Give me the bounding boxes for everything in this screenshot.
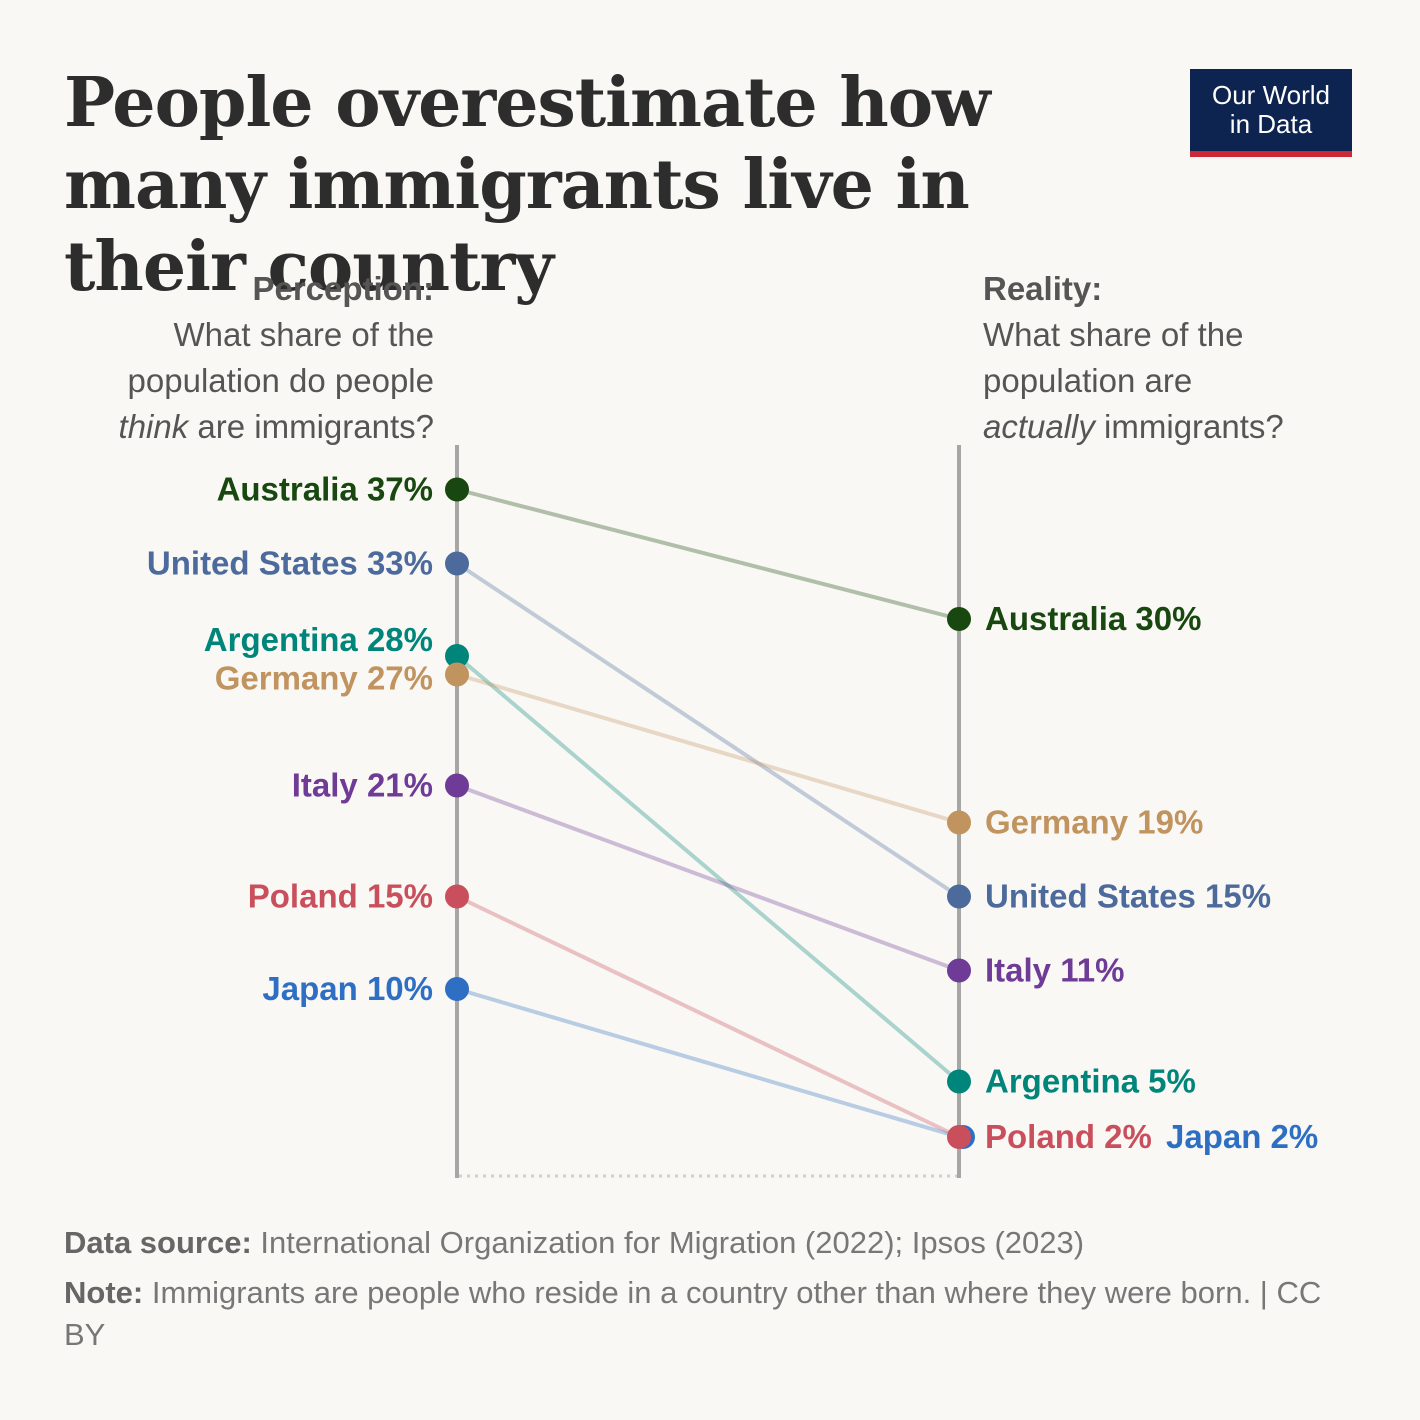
data-labels: Australia 37% Australia 30% United States … [147,471,1318,1156]
perception-header-em: think [118,408,189,445]
slope-line-poland [456,894,960,1139]
label-perception-japan: Japan 10% [262,970,433,1007]
perception-header-line2: population do people [127,362,434,399]
dot-perception-poland [445,884,469,909]
note-label: Note: [64,1275,144,1310]
label-reality-australia: Australia 30% [985,600,1201,637]
dot-reality-australia [947,607,971,631]
label-reality-italy: Italy 11% [985,952,1124,989]
dot-perception-italy [445,773,469,798]
dot-perception-japan [445,977,469,1001]
label-reality-argentina: Argentina 5% [985,1063,1196,1100]
data-source-label: Data source: [64,1225,252,1260]
footer: Data source: International Organization … [64,1222,1354,1364]
label-reality-japan: Japan 2% [1166,1118,1318,1155]
reality-header-em: actually [983,408,1095,445]
note-text: Immigrants are people who reside in a co… [64,1275,1322,1352]
perception-header: Perception: What share of the population… [0,266,434,450]
label-reality-united-states: United States 15% [985,878,1271,915]
perception-header-title: Perception: [252,270,434,307]
slope-lines [455,487,961,1139]
dot-perception-germany [445,662,469,687]
dot-reality-argentina [947,1069,971,1094]
perception-header-line1: What share of the [173,316,434,353]
label-perception-italy: Italy 21% [292,767,433,804]
label-perception-argentina: Argentina 28% [204,621,433,658]
data-points [445,477,975,1149]
dot-reality-united-states [947,884,971,909]
logo-line-1: Our World [1212,80,1330,110]
slope-line-united-states [455,561,961,899]
label-perception-united-states: United States 33% [147,545,433,582]
slope-line-australia [456,487,960,621]
reality-header-title: Reality: [983,270,1103,307]
dot-perception-united-states [445,551,469,576]
slope-line-germany [456,672,960,825]
slope-line-italy [456,783,960,973]
perception-header-rest: are immigrants? [188,408,434,445]
reality-header-line1: What share of the [983,316,1244,353]
chart-title: People overestimate how many immigrants … [64,63,991,307]
label-perception-germany: Germany 27% [215,660,433,697]
owid-logo[interactable]: Our World in Data [1190,69,1352,157]
dot-reality-poland [947,1125,971,1149]
slope-line-argentina [455,654,961,1084]
dot-perception-argentina [445,644,469,668]
data-source: Data source: International Organization … [64,1222,1354,1264]
dot-reality-italy [947,958,971,983]
note: Note: Immigrants are people who reside i… [64,1272,1354,1356]
label-reality-germany: Germany 19% [985,804,1203,841]
slope-line-japan [456,987,960,1139]
reality-header-line2: population are [983,362,1193,399]
dot-reality-germany [947,810,971,835]
label-reality-poland: Poland 2% [985,1118,1152,1155]
dot-perception-australia [445,477,469,502]
reality-header-rest: immigrants? [1094,408,1284,445]
label-perception-australia: Australia 37% [217,471,433,508]
logo-line-2: in Data [1229,109,1313,139]
label-perception-poland: Poland 15% [248,878,433,915]
reality-header: Reality: What share of the population ar… [983,266,1420,450]
data-source-text: International Organization for Migration… [251,1225,1085,1260]
